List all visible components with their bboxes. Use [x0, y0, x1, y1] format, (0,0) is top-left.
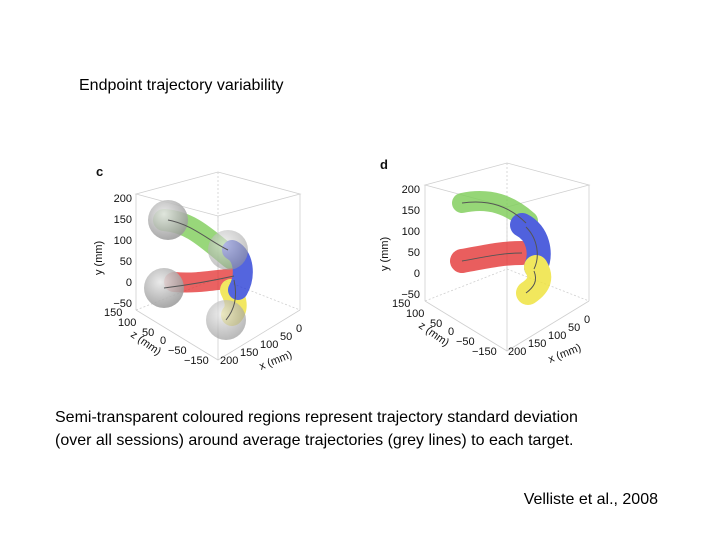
- panel-c-z-ticks: 150 100 50 0 −50 −150: [104, 307, 209, 367]
- tick-label: −50: [168, 345, 187, 357]
- tick-label: 0: [126, 277, 132, 289]
- tick-label: 200: [508, 346, 526, 358]
- tick-label: 200: [114, 193, 132, 205]
- panel-d-y-ticks: 200 150 100 50 0 −50: [401, 184, 420, 301]
- tick-label: 0: [414, 268, 420, 280]
- tick-label: 50: [142, 327, 154, 339]
- tick-label: 0: [160, 335, 166, 347]
- tick-label: −50: [456, 336, 475, 348]
- panel-d-trajectories: [450, 191, 552, 305]
- panel-c-y-label: y (mm): [93, 241, 105, 275]
- caption-line: Semi-transparent coloured regions repres…: [55, 409, 578, 426]
- tick-label: 100: [114, 235, 132, 247]
- tick-label: 100: [402, 226, 420, 238]
- panel-c: c y (: [93, 164, 302, 373]
- tick-label: 100: [406, 308, 424, 320]
- panel-d-label: d: [380, 157, 388, 172]
- panel-c-x-label: x (mm): [258, 349, 294, 373]
- panel-c-y-ticks: 200 150 100 50 0 −50: [113, 193, 132, 310]
- panel-d: d y (mm) 200 150 100 50 0: [379, 157, 591, 366]
- tick-label: 200: [402, 184, 420, 196]
- panel-c-label: c: [96, 164, 103, 179]
- tick-label: 150: [402, 205, 420, 217]
- tick-label: 150: [528, 338, 546, 350]
- slide-heading: Endpoint trajectory variability: [79, 77, 284, 94]
- tick-label: −50: [113, 298, 132, 310]
- tick-label: −150: [472, 346, 497, 358]
- tick-label: 0: [296, 323, 302, 335]
- tick-label: 150: [114, 214, 132, 226]
- tick-label: −50: [401, 289, 420, 301]
- tick-label: 50: [568, 322, 580, 334]
- panel-d-x-ticks: 200 150 100 50 0: [508, 314, 590, 358]
- tick-label: 100: [118, 317, 136, 329]
- tick-label: 150: [240, 347, 258, 359]
- tick-label: 150: [392, 298, 410, 310]
- panel-d-yellow-tube: [516, 255, 552, 305]
- tick-label: 50: [280, 331, 292, 343]
- tick-label: 150: [104, 307, 122, 319]
- tick-label: 100: [548, 330, 566, 342]
- tick-label: −150: [184, 355, 209, 367]
- figure-caption: Semi-transparent coloured regions repres…: [55, 406, 675, 452]
- panel-d-x-label: x (mm): [547, 342, 583, 366]
- panel-d-z-ticks: 150 100 50 0 −50 −150: [392, 298, 497, 358]
- panel-d-y-label: y (mm): [379, 237, 391, 271]
- panel-c-x-ticks: 200 150 100 50 0: [220, 323, 302, 367]
- tick-label: 0: [448, 326, 454, 338]
- tick-label: 100: [260, 339, 278, 351]
- tick-label: 0: [584, 314, 590, 326]
- tick-label: 50: [430, 318, 442, 330]
- tick-label: 50: [120, 256, 132, 268]
- panel-c-mean-lines: [163, 219, 237, 321]
- tick-label: 50: [408, 247, 420, 259]
- panel-d-mean-lines: [461, 201, 538, 294]
- caption-line: (over all sessions) around average traje…: [55, 432, 574, 449]
- citation: Velliste et al., 2008: [523, 491, 658, 508]
- trajectory-figure: c y (: [93, 157, 591, 373]
- tick-label: 200: [220, 355, 238, 367]
